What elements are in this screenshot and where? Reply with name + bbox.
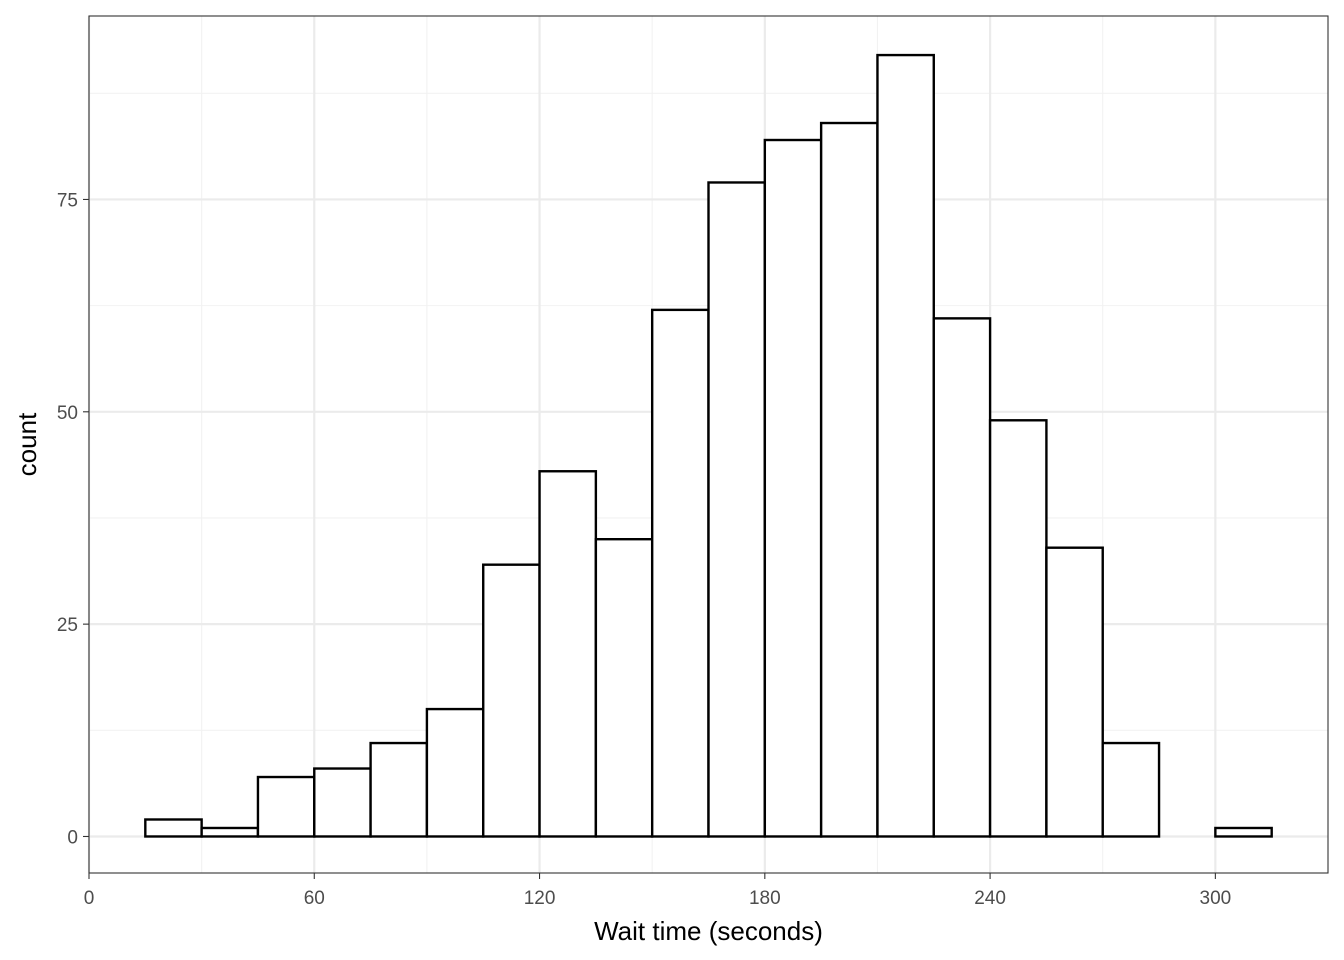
x-tick-label: 180	[749, 888, 781, 909]
histogram-bar	[369, 741, 429, 838]
y-tick-label: 0	[67, 827, 78, 848]
histogram-bar	[763, 138, 823, 838]
y-axis-title: count	[12, 412, 42, 476]
histogram-bar	[1045, 546, 1104, 838]
x-tick-label: 300	[1200, 888, 1232, 909]
x-tick-label: 0	[84, 888, 95, 909]
histogram-bar	[594, 538, 654, 838]
axes: 0 60 120 180 240 300 0 25 50 75	[57, 190, 1231, 909]
histogram-bar	[256, 775, 316, 838]
panel-border	[88, 15, 1329, 874]
histogram-bar	[988, 419, 1048, 838]
y-tick-label: 50	[57, 403, 78, 424]
histogram-bar	[707, 181, 767, 838]
histogram-bar	[876, 53, 935, 838]
x-tick-label: 240	[974, 888, 1006, 909]
histogram-bar	[538, 470, 598, 838]
y-tick-label: 25	[57, 615, 78, 636]
histogram-bar	[1214, 826, 1273, 838]
histogram-bar	[650, 308, 710, 838]
histogram-bar	[313, 767, 372, 838]
histogram-bar	[482, 563, 541, 838]
x-tick-label: 120	[524, 888, 556, 909]
x-axis-title: Wait time (seconds)	[594, 916, 823, 946]
histogram-bar	[819, 121, 879, 838]
histogram-bar	[144, 818, 203, 838]
x-tick-label: 60	[304, 888, 325, 909]
histogram-bars	[144, 53, 1273, 838]
y-tick-label: 75	[57, 190, 78, 211]
histogram-bar	[200, 826, 260, 838]
histogram-bar	[425, 707, 485, 838]
histogram-bar	[932, 317, 992, 838]
histogram-bar	[1101, 741, 1161, 838]
